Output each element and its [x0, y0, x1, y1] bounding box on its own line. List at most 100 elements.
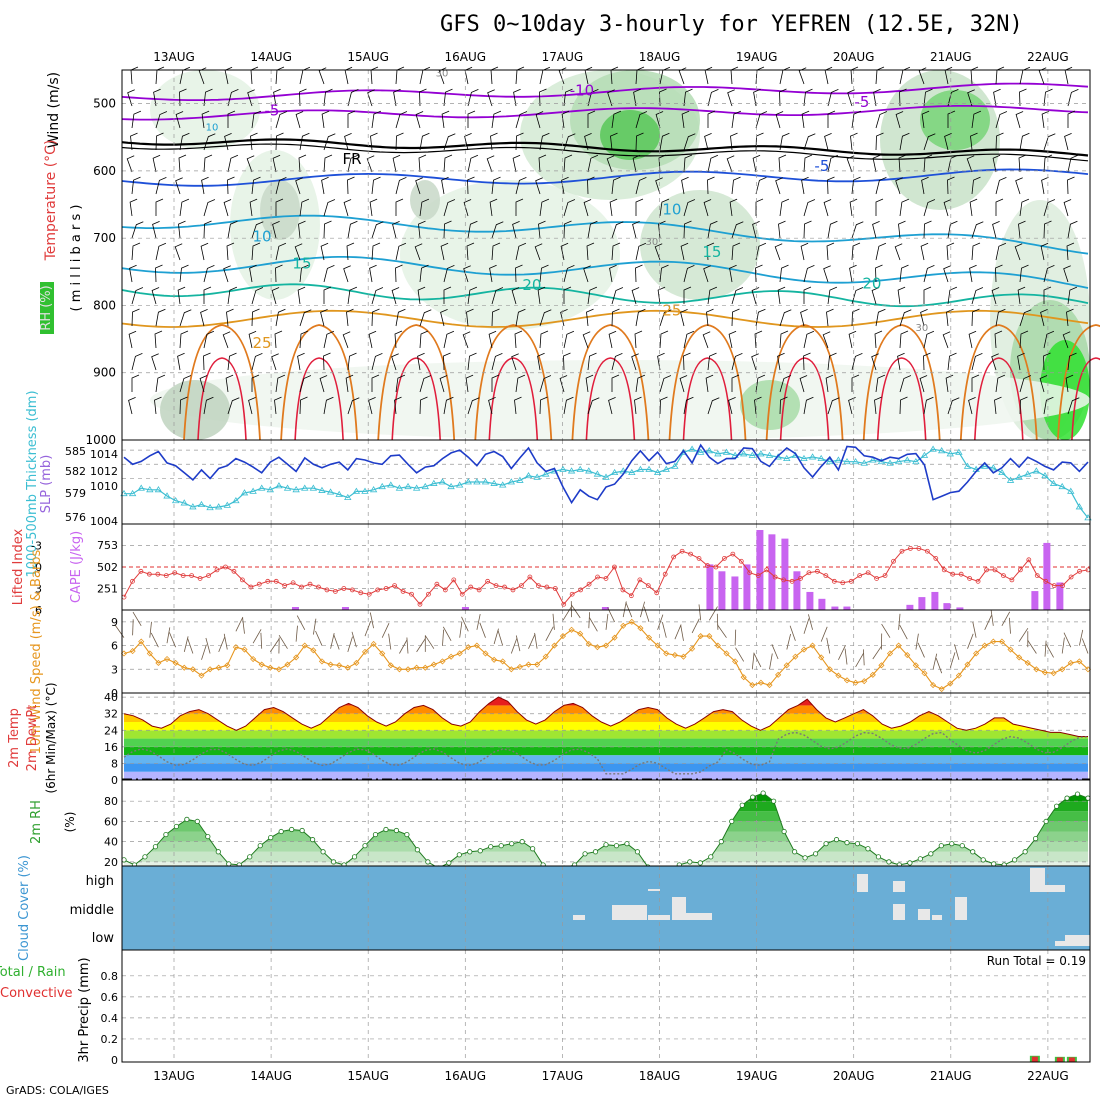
wind-barb [560, 242, 569, 261]
wind-barb [680, 309, 688, 327]
wind-tick-label: 9 [111, 616, 118, 629]
wind-barb [872, 221, 880, 239]
wind-barb [369, 198, 378, 217]
lifted-index-point [603, 576, 609, 581]
cape-bar [931, 591, 939, 610]
wind-barb-10m [967, 633, 974, 649]
wind-barb [827, 397, 840, 415]
wind-speed-point [800, 646, 808, 653]
wind-barb [370, 132, 378, 151]
wind-barb [1043, 286, 1052, 304]
wind-barb [1043, 154, 1053, 173]
wind-barb-10m [534, 632, 538, 649]
rh-point [194, 818, 200, 825]
wind-barb-10m [789, 625, 796, 641]
date-label-top: 14AUG [250, 50, 292, 64]
wind-speed-point [775, 671, 782, 678]
wind-barb [995, 198, 1004, 216]
wind-barb [851, 176, 861, 195]
wind-barb [272, 221, 280, 239]
wind-barb [826, 242, 835, 261]
rh-point [278, 828, 284, 835]
wind-barb [848, 330, 857, 349]
wind-barb [995, 242, 1007, 261]
wind-barb [779, 396, 788, 415]
wind-barb-10m [351, 631, 357, 648]
wind-barb [443, 133, 456, 151]
wind-barb [298, 220, 306, 239]
wind-barb [251, 242, 261, 261]
lifted-index-point [721, 556, 727, 561]
wind-barb [295, 111, 304, 129]
rh-point [1012, 857, 1018, 863]
thickness-point [146, 486, 154, 493]
wind-barb [539, 330, 549, 349]
wind-barb [441, 110, 450, 129]
thickness-point [567, 467, 576, 474]
isotherm-35-loop [779, 357, 830, 441]
lifted-index-point [671, 554, 677, 560]
wind-barb [393, 88, 401, 107]
thickness-point [817, 454, 825, 461]
wind-barb [608, 330, 617, 349]
thickness-point [636, 465, 645, 472]
rh-point [362, 843, 368, 849]
isotherm-label: 30 [436, 69, 449, 80]
isotherm-label: -5 [814, 157, 829, 175]
date-label-top: 22AUG [1027, 50, 1069, 64]
wind-barb [803, 154, 813, 173]
wind-speed-point [465, 644, 472, 651]
wind-barb [347, 89, 359, 107]
wind-barb [560, 309, 568, 327]
rh-shading [260, 180, 300, 240]
wind-barb [415, 177, 423, 195]
isotherm-35-loop [974, 357, 1024, 441]
wind-barb [249, 264, 257, 283]
wind-barb [203, 330, 215, 349]
wind-barb [298, 154, 307, 173]
wind-barb [418, 220, 426, 239]
lifted-index-point [341, 586, 347, 591]
wind-barb [871, 287, 880, 305]
wind-axis-label: Wind (m/s) [46, 72, 62, 148]
wind-barb [415, 111, 424, 129]
wind-barb [155, 132, 164, 151]
wind-barb [968, 330, 977, 349]
thickness-point [714, 450, 722, 457]
wind-barb-10m [545, 626, 554, 641]
wind-barb-10m [381, 623, 390, 638]
wind-barb [635, 111, 648, 129]
lifted-index-point [967, 576, 973, 581]
wind-barb [1019, 330, 1029, 349]
cloud-block [686, 913, 712, 920]
wind-barb [179, 396, 188, 415]
rh-point [729, 818, 735, 825]
wind-barb [131, 287, 144, 305]
wind-barb [347, 352, 357, 371]
isotherm-35-loop [876, 357, 927, 441]
wind-barb [563, 88, 573, 107]
wind-barb [466, 242, 475, 261]
wind-barb-10m [657, 614, 664, 630]
wind-barb [947, 352, 957, 371]
precip-convective-bar [1056, 1057, 1063, 1062]
wind-barb [198, 67, 207, 85]
wind-barb [827, 89, 839, 107]
wind-barb-10m [808, 614, 813, 630]
wind-barb-10m [899, 624, 908, 640]
wind-barb [299, 264, 309, 283]
wind-barb [1063, 199, 1072, 217]
isotherm-30-loop [1057, 324, 1100, 441]
wind-barb [751, 287, 760, 305]
cape-bar [756, 530, 764, 610]
wind-speed-point [559, 633, 567, 640]
wind-barb [777, 352, 785, 371]
wind-barb [585, 374, 594, 393]
wind-barb [323, 154, 333, 173]
thickness-point [1041, 471, 1049, 479]
lifted-index-point [468, 584, 474, 590]
wind-barb [659, 264, 669, 283]
wind-barb [587, 154, 599, 173]
wind-barb [587, 220, 598, 239]
wind-barb [707, 154, 719, 173]
